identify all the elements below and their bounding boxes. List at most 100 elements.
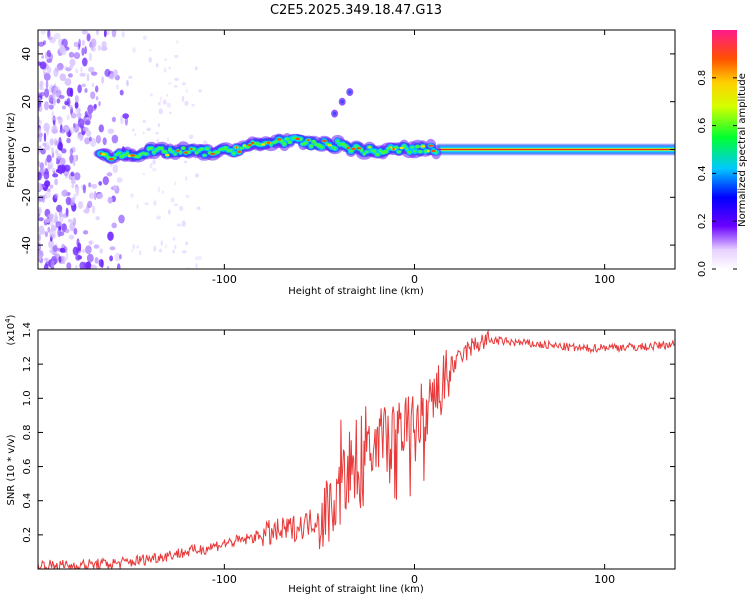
noise-blob xyxy=(159,96,162,102)
noise-blob xyxy=(70,197,75,206)
noise-blob xyxy=(132,128,135,132)
ridge-hotspot xyxy=(322,139,327,142)
noise-blob xyxy=(84,119,91,125)
noise-blob xyxy=(116,84,119,90)
ridge-blob xyxy=(269,142,273,146)
noise-blob xyxy=(69,58,76,67)
noise-blob xyxy=(38,172,42,181)
noise-blob xyxy=(38,195,44,202)
noise-blob xyxy=(126,79,129,87)
noise-blob xyxy=(72,159,76,167)
noise-blob xyxy=(55,149,59,155)
y-tick-label: 0 xyxy=(20,146,33,153)
noise-blob xyxy=(52,173,59,178)
y-tick-label: 1.2 xyxy=(22,356,33,372)
noise-blob xyxy=(43,171,50,180)
noise-blob xyxy=(98,124,105,133)
noise-blob xyxy=(149,162,153,169)
noise-blob xyxy=(46,127,49,136)
noise-blob xyxy=(69,126,75,134)
noise-blob xyxy=(46,154,52,163)
noise-blob xyxy=(51,124,58,135)
noise-blob xyxy=(68,51,75,58)
noise-blob xyxy=(174,54,179,58)
noise-blob xyxy=(136,245,139,249)
noise-blob xyxy=(72,217,77,226)
ridge-hotspot xyxy=(250,141,255,145)
ridge-hotspot xyxy=(130,154,136,157)
noise-blob xyxy=(69,64,74,69)
noise-blob xyxy=(42,142,47,147)
snr-axes-frame xyxy=(37,329,676,570)
noise-blob xyxy=(47,188,51,193)
noise-blob xyxy=(38,103,43,113)
noise-blob xyxy=(63,164,71,172)
noise-blob xyxy=(58,256,62,263)
ridge-blob xyxy=(375,152,380,157)
noise-blob xyxy=(66,87,73,97)
noise-blob xyxy=(70,179,76,185)
noise-blob xyxy=(134,133,137,136)
ridge-blob xyxy=(386,146,390,151)
noise-blob xyxy=(81,30,88,35)
noise-blob xyxy=(124,116,128,126)
colorbar-tick-label: 0.0 xyxy=(697,261,708,277)
noise-blob xyxy=(53,170,56,177)
y-tick-label: -40 xyxy=(20,236,33,254)
branch-core xyxy=(340,99,344,104)
ridge-hotspot xyxy=(266,141,271,144)
ridge-hotspot xyxy=(176,149,180,152)
y-tick-label: 1.4 xyxy=(22,322,33,338)
ridge-blob xyxy=(383,149,388,154)
noise-blob xyxy=(158,248,162,253)
noise-blob xyxy=(67,73,73,78)
ridge-blob xyxy=(284,137,290,141)
noise-blob xyxy=(174,245,177,250)
ridge-blob xyxy=(319,145,324,149)
ridge-hotspot xyxy=(420,145,426,148)
noise-blob xyxy=(83,261,87,269)
noise-blob xyxy=(48,229,55,239)
noise-blob xyxy=(84,88,88,93)
noise-blob xyxy=(181,220,186,227)
noise-blob xyxy=(166,137,170,142)
noise-blob xyxy=(51,147,54,155)
ridge-blob xyxy=(410,146,415,149)
ridge-blob xyxy=(373,149,377,154)
noise-blob xyxy=(88,66,95,73)
noise-blob xyxy=(128,75,133,80)
ridge-blob xyxy=(333,146,337,151)
ridge-blob xyxy=(155,148,158,152)
noise-blob xyxy=(38,206,42,214)
x-tick-label: -100 xyxy=(212,273,237,286)
noise-blob xyxy=(131,248,134,253)
noise-blob xyxy=(73,123,80,133)
noise-blob xyxy=(165,244,167,249)
noise-blob xyxy=(59,95,65,99)
noise-blob xyxy=(182,82,186,86)
noise-blob xyxy=(116,177,123,183)
noise-blob xyxy=(191,103,195,107)
ridge-blob xyxy=(186,150,191,154)
ridge-blob xyxy=(149,146,154,150)
noise-blob xyxy=(47,226,51,233)
ridge-blob xyxy=(365,150,369,153)
noise-blob xyxy=(38,92,41,96)
noise-blob xyxy=(95,216,100,221)
noise-blob xyxy=(155,132,159,135)
noise-blob xyxy=(59,165,63,175)
ridge-blob xyxy=(141,152,146,155)
noise-blob xyxy=(109,255,113,262)
noise-blob xyxy=(170,197,175,203)
noise-blob xyxy=(77,242,82,252)
spectrogram-xlabel: Height of straight line (km) xyxy=(288,286,424,297)
noise-blob xyxy=(142,120,146,123)
noise-blob xyxy=(45,217,51,223)
figure-title: C2E5.2025.349.18.47.G13 xyxy=(270,3,442,18)
ridge-blob xyxy=(125,152,129,155)
noise-blob xyxy=(76,134,84,140)
noise-blob xyxy=(82,184,86,194)
noise-blob xyxy=(174,77,179,81)
noise-blob xyxy=(53,86,60,92)
noise-blob xyxy=(81,249,86,253)
